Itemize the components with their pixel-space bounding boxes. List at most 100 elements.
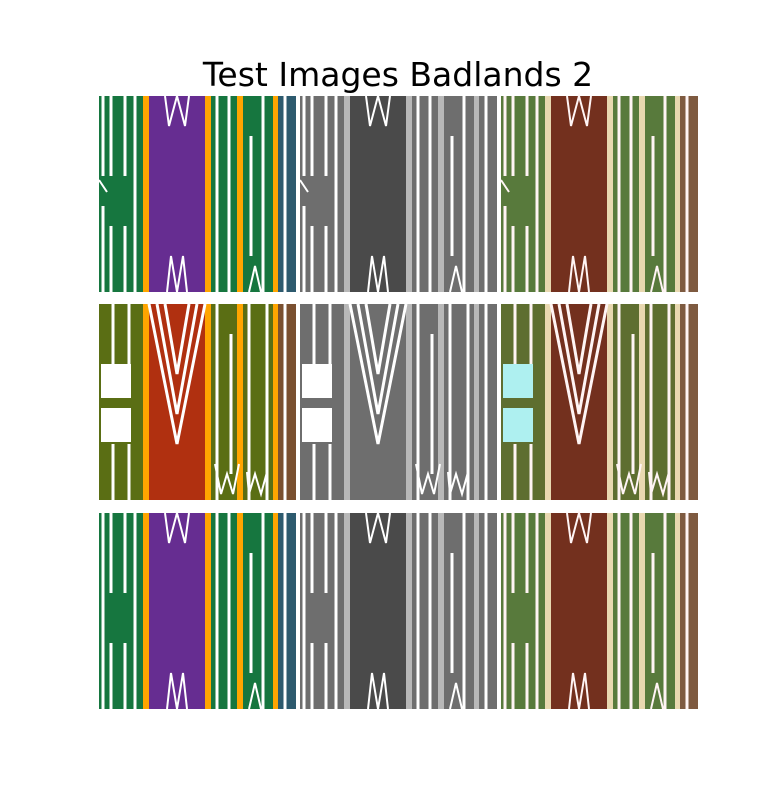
band: [273, 304, 278, 500]
band: [613, 304, 639, 500]
white-block: [503, 408, 533, 442]
notch: [501, 176, 511, 206]
band: [412, 513, 438, 709]
panel-r1-c1: [98, 92, 296, 293]
w-mark: [447, 470, 469, 498]
band: [675, 513, 680, 709]
band: [406, 513, 412, 709]
bottom-mark: [568, 255, 590, 293]
chevron: [356, 303, 400, 415]
band: [278, 513, 296, 709]
panel-r3-c1: [99, 509, 296, 710]
band: [680, 96, 698, 292]
chevron: [557, 303, 601, 415]
band: [639, 304, 645, 500]
bottom-mark: [449, 682, 463, 710]
w-mark: [648, 470, 670, 498]
bottom-mark: [248, 265, 262, 293]
white-block: [302, 364, 332, 398]
bottom-mark: [248, 682, 262, 710]
notch-line: [299, 179, 309, 193]
w-mark: [214, 463, 240, 495]
w-mark: [616, 463, 642, 495]
band: [237, 96, 243, 292]
band: [639, 96, 645, 292]
top-mark: [566, 92, 592, 127]
notch-line: [98, 179, 108, 193]
white-block: [503, 364, 533, 398]
band: [479, 96, 497, 292]
white-block: [302, 408, 332, 442]
band: [479, 513, 497, 709]
band: [211, 96, 237, 292]
band: [143, 96, 149, 292]
white-block: [101, 408, 131, 442]
band: [205, 304, 211, 500]
panel-r3-c2: [300, 509, 497, 710]
band: [143, 304, 149, 500]
band: [474, 96, 479, 292]
bottom-mark: [650, 682, 664, 710]
top-mark: [566, 509, 592, 544]
band: [501, 304, 545, 500]
band: [645, 96, 675, 292]
band: [344, 96, 350, 292]
band: [474, 513, 479, 709]
top-mark: [365, 509, 391, 544]
notch-line: [500, 179, 510, 193]
band: [438, 304, 444, 500]
chevron: [364, 303, 392, 375]
band: [406, 304, 412, 500]
chevron: [147, 303, 207, 445]
band: [237, 513, 243, 709]
band: [613, 513, 639, 709]
band: [243, 513, 273, 709]
notch: [99, 176, 109, 206]
band: [300, 304, 344, 500]
band: [675, 304, 680, 500]
band: [406, 96, 412, 292]
band: [273, 96, 278, 292]
bottom-mark: [367, 255, 389, 293]
chevron: [155, 303, 199, 415]
panel-r3-c3: [501, 509, 698, 710]
band: [607, 304, 613, 500]
top-mark: [365, 92, 391, 127]
band: [412, 304, 438, 500]
chevron: [348, 303, 408, 445]
band: [479, 304, 497, 500]
figure-title: Test Images Badlands 2: [202, 55, 594, 94]
bottom-mark: [650, 265, 664, 293]
band: [243, 96, 273, 292]
bottom-mark: [166, 672, 188, 710]
white-block: [101, 364, 131, 398]
band: [680, 304, 698, 500]
notch: [300, 176, 310, 206]
panel-r2-c3: [501, 303, 698, 500]
band: [607, 96, 613, 292]
band: [278, 96, 296, 292]
band: [551, 304, 607, 500]
panel-r2-c1: [99, 303, 296, 500]
chevron: [163, 303, 191, 375]
band: [438, 96, 444, 292]
band: [211, 513, 237, 709]
band: [143, 513, 149, 709]
w-mark: [246, 470, 268, 498]
band: [545, 513, 551, 709]
band: [149, 513, 205, 709]
band: [551, 96, 607, 292]
band: [350, 96, 406, 292]
band: [438, 513, 444, 709]
band: [645, 513, 675, 709]
panel-r1-c3: [500, 92, 698, 293]
band: [237, 304, 243, 500]
band: [639, 513, 645, 709]
band: [350, 304, 406, 500]
chevron: [549, 303, 609, 445]
panel-r1-c2: [299, 92, 497, 293]
w-mark: [415, 463, 441, 495]
top-mark: [164, 509, 190, 544]
band: [545, 304, 551, 500]
